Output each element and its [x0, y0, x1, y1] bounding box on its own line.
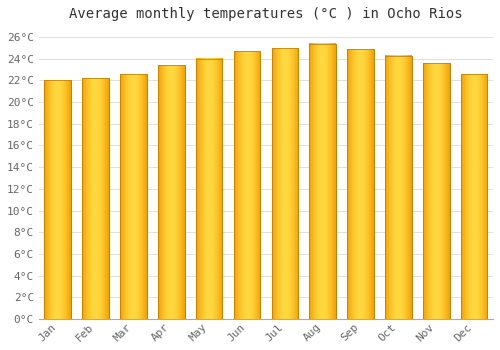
- Bar: [348, 49, 374, 319]
- Bar: [272, 48, 298, 319]
- Bar: [158, 65, 184, 319]
- Bar: [196, 59, 222, 319]
- Bar: [234, 51, 260, 319]
- Bar: [348, 49, 374, 319]
- Bar: [82, 78, 109, 319]
- Bar: [461, 74, 487, 319]
- Bar: [461, 74, 487, 319]
- Bar: [196, 59, 222, 319]
- Bar: [310, 44, 336, 319]
- Bar: [44, 80, 71, 319]
- Bar: [120, 74, 146, 319]
- Bar: [423, 63, 450, 319]
- Bar: [120, 74, 146, 319]
- Bar: [310, 44, 336, 319]
- Bar: [423, 63, 450, 319]
- Bar: [272, 48, 298, 319]
- Bar: [385, 56, 411, 319]
- Bar: [44, 80, 71, 319]
- Bar: [385, 56, 411, 319]
- Title: Average monthly temperatures (°C ) in Ocho Rios: Average monthly temperatures (°C ) in Oc…: [69, 7, 462, 21]
- Bar: [234, 51, 260, 319]
- Bar: [158, 65, 184, 319]
- Bar: [82, 78, 109, 319]
